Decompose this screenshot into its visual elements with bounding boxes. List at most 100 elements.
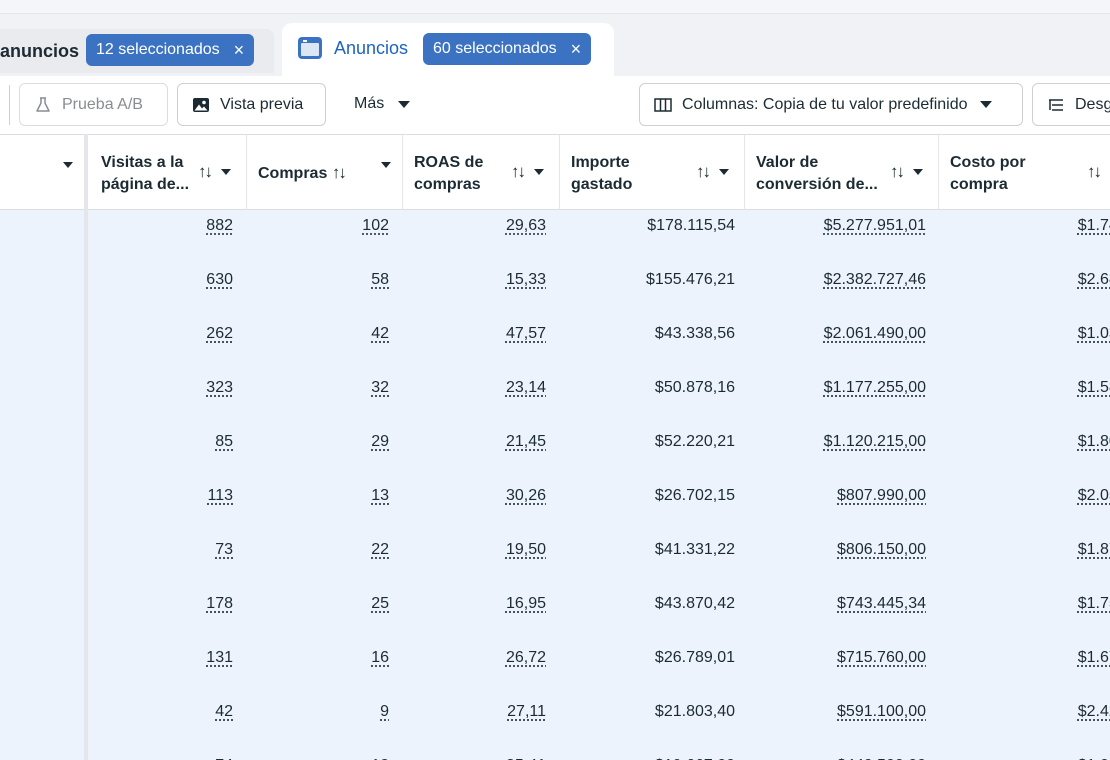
- cell-conversion-value[interactable]: $2.382.727,46: [0, 253, 926, 307]
- cell-value: 13: [371, 487, 389, 504]
- cell-landing-page-views[interactable]: 178: [0, 577, 233, 631]
- cell-landing-page-views[interactable]: 74: [0, 739, 233, 760]
- cell-purchases[interactable]: 58: [0, 253, 389, 307]
- sort-icon[interactable]: ↑↓: [1087, 162, 1102, 181]
- column-header-purchases[interactable]: Compras ↑↓: [247, 135, 403, 210]
- cell-landing-page-views[interactable]: 262: [0, 307, 233, 361]
- chevron-down-icon[interactable]: [381, 162, 391, 168]
- cell-landing-page-views[interactable]: 630: [0, 253, 233, 307]
- cell-landing-page-views[interactable]: 73: [0, 523, 233, 577]
- cell-conversion-value[interactable]: $1.120.215,00: [0, 415, 926, 469]
- cell-purchase-roas[interactable]: 23,14: [0, 361, 546, 415]
- cell-cost-per-purchase[interactable]: $1.589,9: [0, 361, 1110, 415]
- cell-conversion-value[interactable]: $2.061.490,00: [0, 307, 926, 361]
- table-row[interactable]: 113 13 30,26 $26.702,15 $807.990,00 $2.054,0: [0, 469, 1110, 523]
- chevron-down-icon[interactable]: [913, 169, 923, 175]
- chevron-down-icon[interactable]: [221, 169, 231, 175]
- ab-test-button[interactable]: Prueba A/B: [19, 83, 168, 126]
- tab-ads[interactable]: Anuncios 60 seleccionados ×: [282, 23, 614, 76]
- cell-landing-page-views[interactable]: 323: [0, 361, 233, 415]
- table-row[interactable]: 323 32 23,14 $50.878,16 $1.177.255,00 $1.589,…: [0, 361, 1110, 415]
- cell-cost-per-purchase[interactable]: $1.674,3: [0, 631, 1110, 685]
- cell-conversion-value[interactable]: $5.277.951,01: [0, 199, 926, 253]
- column-header-landing-page-views[interactable]: Visitas a la página de... ↑↓: [90, 135, 247, 210]
- cell-conversion-value[interactable]: $743.445,34: [0, 577, 926, 631]
- frozen-column-separator[interactable]: [84, 134, 88, 760]
- cell-conversion-value[interactable]: $440.500,00: [0, 739, 926, 760]
- table-row[interactable]: 131 16 26,72 $26.789,01 $715.760,00 $1.674,3: [0, 631, 1110, 685]
- cell-purchases[interactable]: 25: [0, 577, 389, 631]
- sort-icon[interactable]: ↑↓: [198, 162, 213, 181]
- cell-purchase-roas[interactable]: 30,26: [0, 469, 546, 523]
- cell-cost-per-purchase[interactable]: $2.680,6: [0, 253, 1110, 307]
- cell-landing-page-views[interactable]: 131: [0, 631, 233, 685]
- column-header-cost-per-purchase[interactable]: Costo por compra ↑↓: [939, 135, 1110, 210]
- chevron-down-icon[interactable]: [63, 162, 73, 168]
- close-icon[interactable]: ×: [570, 39, 582, 59]
- breakdown-dropdown[interactable]: Desg: [1032, 83, 1110, 126]
- cell-cost-per-purchase[interactable]: $1.754,8: [0, 577, 1110, 631]
- cell-conversion-value[interactable]: $1.177.255,00: [0, 361, 926, 415]
- table-row[interactable]: 262 42 47,57 $43.338,56 $2.061.490,00 $1.031,…: [0, 307, 1110, 361]
- column-header-conversion-value[interactable]: Valor de conversión de... ↑↓: [745, 135, 939, 210]
- cell-purchase-roas[interactable]: 15,33: [0, 253, 546, 307]
- cell-cost-per-purchase[interactable]: $1.746,2: [0, 199, 1110, 253]
- cell-conversion-value[interactable]: $806.150,00: [0, 523, 926, 577]
- cell-purchase-roas[interactable]: 26,72: [0, 631, 546, 685]
- cell-amount-spent: $41.331,22: [0, 523, 735, 577]
- table-row[interactable]: 74 12 35,41 $19.667,00 $440.500,00 $1.055,0: [0, 739, 1110, 760]
- more-menu[interactable]: Más: [354, 95, 411, 113]
- columns-dropdown[interactable]: Columnas: Copia de tu valor predefinido: [639, 83, 1023, 126]
- cell-value: $26.702,15: [654, 487, 735, 504]
- cell-purchase-roas[interactable]: 21,45: [0, 415, 546, 469]
- cell-purchases[interactable]: 13: [0, 469, 389, 523]
- cell-purchase-roas[interactable]: 16,95: [0, 577, 546, 631]
- chevron-down-icon[interactable]: [719, 169, 729, 175]
- cell-landing-page-views[interactable]: 42: [0, 685, 233, 739]
- preview-button[interactable]: Vista previa: [177, 83, 326, 126]
- sort-icon[interactable]: ↑↓: [331, 163, 347, 182]
- table-row[interactable]: 85 29 21,45 $52.220,21 $1.120.215,00 $1.800,7: [0, 415, 1110, 469]
- cell-purchase-roas[interactable]: 35,41: [0, 739, 546, 760]
- selection-pill[interactable]: 12 seleccionados ×: [86, 34, 255, 66]
- table-row[interactable]: 73 22 19,50 $41.331,22 $806.150,00 $1.878,6: [0, 523, 1110, 577]
- cell-purchase-roas[interactable]: 27,11: [0, 685, 546, 739]
- cell-purchases[interactable]: 42: [0, 307, 389, 361]
- close-icon[interactable]: ×: [233, 40, 245, 60]
- chevron-down-icon[interactable]: [534, 169, 544, 175]
- sort-icon[interactable]: ↑↓: [890, 162, 905, 181]
- cell-landing-page-views[interactable]: 882: [0, 199, 233, 253]
- table-row[interactable]: 42 9 27,11 $21.803,40 $591.100,00 $2.422,6: [0, 685, 1110, 739]
- cell-cost-per-purchase[interactable]: $1.031,8: [0, 307, 1110, 361]
- cell-conversion-value[interactable]: $591.100,00: [0, 685, 926, 739]
- cell-purchases[interactable]: 16: [0, 631, 389, 685]
- cell-purchases[interactable]: 22: [0, 523, 389, 577]
- table-row[interactable]: 178 25 16,95 $43.870,42 $743.445,34 $1.754,8: [0, 577, 1110, 631]
- tab-campaign-ads[interactable]: anuncios 12 seleccionados ×: [0, 29, 274, 73]
- sort-icon[interactable]: ↑↓: [696, 162, 711, 181]
- cell-cost-per-purchase[interactable]: $1.878,6: [0, 523, 1110, 577]
- cell-purchase-roas[interactable]: 29,63: [0, 199, 546, 253]
- cell-landing-page-views[interactable]: 85: [0, 415, 233, 469]
- cell-purchases[interactable]: 12: [0, 739, 389, 760]
- cell-cost-per-purchase[interactable]: $1.055,0: [0, 739, 1110, 760]
- cell-purchases[interactable]: 9: [0, 685, 389, 739]
- cell-purchase-roas[interactable]: 47,57: [0, 307, 546, 361]
- cell-purchases[interactable]: 102: [0, 199, 389, 253]
- cell-cost-per-purchase[interactable]: $1.800,7: [0, 415, 1110, 469]
- column-header-purchase-roas[interactable]: ROAS de compras ↑↓: [403, 135, 560, 210]
- cell-conversion-value[interactable]: $715.760,00: [0, 631, 926, 685]
- cell-cost-per-purchase[interactable]: $2.422,6: [0, 685, 1110, 739]
- cell-purchases[interactable]: 32: [0, 361, 389, 415]
- cell-conversion-value[interactable]: $807.990,00: [0, 469, 926, 523]
- cell-purchases[interactable]: 29: [0, 415, 389, 469]
- table-row[interactable]: 630 58 15,33 $155.476,21 $2.382.727,46 $2.680…: [0, 253, 1110, 307]
- cell-cost-per-purchase[interactable]: $2.054,0: [0, 469, 1110, 523]
- sort-icon[interactable]: ↑↓: [511, 162, 526, 181]
- cell-landing-page-views[interactable]: 113: [0, 469, 233, 523]
- table-row[interactable]: 882 102 29,63 $178.115,54 $5.277.951,01 $1.74…: [0, 199, 1110, 253]
- cell-purchase-roas[interactable]: 19,50: [0, 523, 546, 577]
- selection-pill[interactable]: 60 seleccionados ×: [423, 33, 592, 65]
- column-header-amount-spent[interactable]: Importe gastado ↑↓: [560, 135, 745, 210]
- cell-value: $1.754,8: [1077, 595, 1110, 612]
